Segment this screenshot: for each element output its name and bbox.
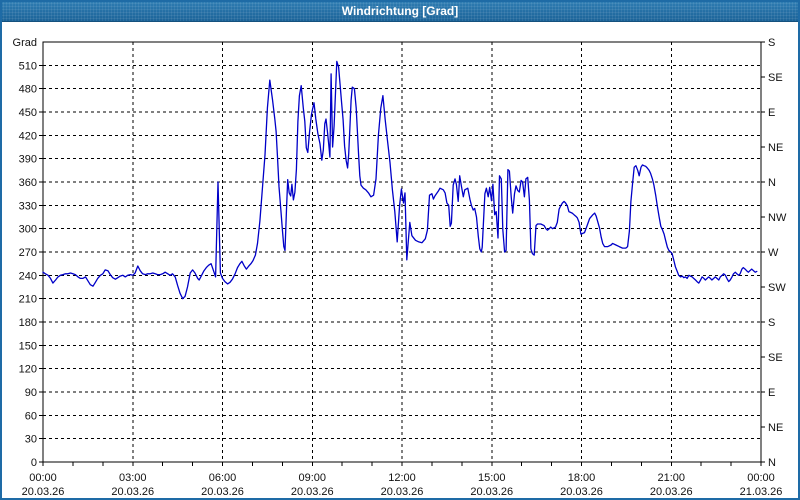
x-axis-time-label: 12:00 (388, 472, 416, 484)
compass-tick-label: N (768, 177, 776, 189)
y-axis-tick-label: 120 (19, 364, 37, 376)
x-axis-date-label: 20.03.26 (291, 486, 334, 498)
x-axis-date-label: 20.03.26 (381, 486, 424, 498)
compass-tick-label: S (768, 37, 775, 49)
y-axis-tick-label: 180 (19, 317, 37, 329)
x-axis-time-label: 15:00 (478, 472, 506, 484)
x-axis-time-label: 03:00 (119, 472, 147, 484)
compass-tick-label: SE (768, 72, 783, 84)
y-axis-tick-label: 60 (25, 410, 37, 422)
compass-tick-label: NW (768, 212, 787, 224)
compass-tick-label: NE (768, 422, 783, 434)
y-axis-tick-label: 510 (19, 60, 37, 72)
window-title: Windrichtung [Grad] (341, 4, 459, 18)
x-axis-date-label: 20.03.26 (470, 486, 513, 498)
y-axis-title: Grad (13, 37, 37, 49)
y-axis-tick-label: 420 (19, 130, 37, 142)
x-axis-time-label: 09:00 (298, 472, 326, 484)
y-axis-tick-label: 270 (19, 247, 37, 259)
y-axis-tick-label: 360 (19, 177, 37, 189)
gridlines (43, 42, 761, 462)
compass-tick-label: E (768, 387, 775, 399)
y-axis-tick-label: 0 (31, 457, 37, 469)
y-axis-tick-label: 30 (25, 434, 37, 446)
x-axis-time-label: 00:00 (747, 472, 775, 484)
compass-tick-label: NE (768, 142, 783, 154)
y-axis-tick-label: 390 (19, 154, 37, 166)
x-axis-date-label: 20.03.26 (560, 486, 603, 498)
y-axis-tick-label: 450 (19, 107, 37, 119)
x-axis-date-label: 20.03.26 (111, 486, 154, 498)
axis-ticks (39, 41, 765, 466)
y-axis-tick-label: 480 (19, 84, 37, 96)
y-axis-tick-label: 330 (19, 200, 37, 212)
x-axis-time-label: 06:00 (209, 472, 237, 484)
compass-tick-label: S (768, 317, 775, 329)
compass-tick-label: E (768, 107, 775, 119)
compass-tick-label: SW (768, 282, 786, 294)
x-axis-time-label: 00:00 (29, 472, 57, 484)
y-axis-tick-label: 300 (19, 224, 37, 236)
wind-direction-series-line (42, 60, 758, 300)
x-axis-date-label: 20.03.26 (22, 486, 65, 498)
x-axis-tick-labels: 00:00 20.03.26 03:00 20.03.26 06:00 20.03.26 0… (22, 472, 783, 498)
y-axis-tick-label: 240 (19, 270, 37, 282)
window-title-bar: Windrichtung [Grad] (2, 2, 798, 22)
x-axis-date-label: 21.03.26 (740, 486, 783, 498)
y-axis-tick-label: 210 (19, 294, 37, 306)
y-axis-tick-label: 90 (25, 387, 37, 399)
x-axis-time-label: 18:00 (568, 472, 596, 484)
y-axis-tick-label: 150 (19, 340, 37, 352)
x-axis-time-label: 21:00 (657, 472, 685, 484)
compass-tick-labels: S SE E NE N NW W SW S SE E NE N (768, 37, 787, 469)
compass-tick-label: N (768, 457, 776, 469)
compass-tick-label: W (768, 247, 779, 259)
y-axis-tick-labels: 0 30 60 90 120 150 180 210 240 270 300 330 360 390 420… (13, 37, 37, 469)
x-axis-date-label: 20.03.26 (201, 486, 244, 498)
compass-tick-label: SE (768, 352, 783, 364)
x-axis-date-label: 20.03.26 (650, 486, 693, 498)
